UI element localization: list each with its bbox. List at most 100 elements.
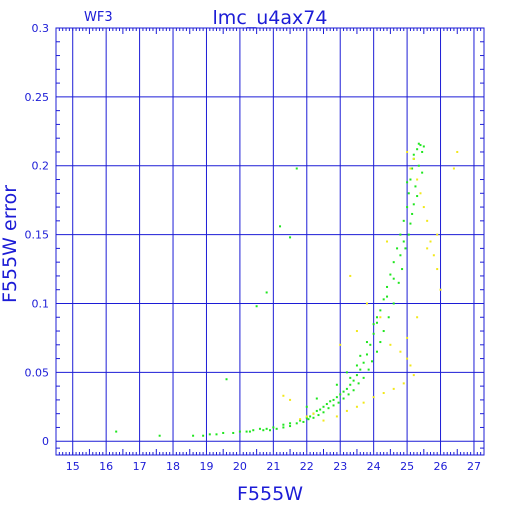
data-point-green [299, 419, 302, 422]
data-point-yellow [436, 233, 439, 236]
data-point-yellow [289, 398, 292, 401]
data-point-yellow [382, 392, 385, 395]
data-point-green [305, 416, 308, 419]
data-point-green [362, 376, 365, 379]
data-point-green [382, 330, 385, 333]
data-point-yellow [386, 240, 389, 243]
data-point-green [411, 212, 414, 215]
data-point-green [389, 273, 392, 276]
data-point-green [414, 185, 417, 188]
data-point-green [417, 164, 420, 167]
data-point-yellow [389, 343, 392, 346]
data-point-green [421, 150, 424, 153]
data-point-green [404, 247, 407, 250]
data-point-yellow [339, 343, 342, 346]
x-tick-label: 17 [133, 460, 147, 473]
data-point-green [279, 225, 282, 228]
data-point-green [302, 420, 305, 423]
data-point-green [372, 323, 375, 326]
plot-frame [55, 27, 485, 456]
data-point-yellow [436, 268, 439, 271]
data-point-yellow [419, 192, 422, 195]
data-point-green [289, 422, 292, 425]
data-point-yellow [379, 316, 382, 319]
data-point-green [215, 433, 218, 436]
data-point-yellow [409, 364, 412, 367]
y-tick-label: 0.3 [32, 22, 50, 35]
data-point-green [407, 192, 410, 195]
data-point-green [365, 353, 368, 356]
data-point-green [269, 429, 271, 432]
data-point-green [345, 387, 348, 390]
data-point-green [419, 144, 422, 147]
data-point-green [416, 148, 419, 151]
data-point-green [352, 389, 355, 392]
data-point-green [372, 332, 375, 335]
data-point-green [382, 298, 385, 301]
x-tick-label: 26 [434, 460, 448, 473]
tick-marks [55, 28, 485, 455]
data-point-yellow [299, 418, 302, 421]
data-point-green [376, 321, 378, 324]
grid-lines [56, 27, 484, 455]
data-point-yellow [355, 405, 358, 408]
data-point-yellow [399, 350, 402, 353]
data-point-green [349, 376, 352, 379]
data-point-yellow [355, 330, 358, 333]
data-point-green [295, 422, 298, 425]
data-point-yellow [456, 150, 459, 153]
data-point-yellow [412, 374, 415, 377]
data-point-green [317, 414, 320, 417]
data-point-green [319, 408, 322, 411]
data-point-green [282, 423, 285, 426]
data-point-green [312, 416, 315, 419]
data-point-green [376, 316, 378, 319]
data-point-green [289, 425, 292, 428]
y-axis-label: F555W error [0, 185, 21, 303]
data-point-yellow [406, 150, 409, 153]
data-point-yellow [416, 178, 419, 181]
data-point-green [355, 374, 358, 377]
data-point-green [402, 219, 405, 222]
data-point-yellow [372, 396, 375, 399]
data-point-green [309, 415, 312, 418]
data-point-yellow [416, 316, 419, 319]
data-point-green [232, 431, 235, 434]
x-tick-label: 20 [233, 460, 247, 473]
data-point-green [412, 153, 415, 156]
data-point-green [406, 206, 409, 209]
x-tick-label: 19 [199, 460, 213, 473]
data-point-green [335, 396, 338, 399]
data-point-green [322, 411, 325, 414]
data-point-yellow [282, 394, 285, 397]
data-point-yellow [429, 240, 432, 243]
data-point-green [192, 434, 195, 437]
data-point-green [337, 401, 340, 404]
data-point-green [349, 383, 352, 386]
data-point-green [282, 426, 285, 429]
data-point-yellow [349, 274, 352, 277]
data-point-yellow [365, 302, 368, 305]
x-tick-label: 23 [333, 460, 347, 473]
data-point-green [307, 418, 310, 421]
data-point-green [387, 316, 390, 319]
data-point-green [359, 354, 362, 357]
data-point-green [208, 433, 211, 436]
data-point-green [315, 397, 318, 400]
data-point-yellow [392, 387, 395, 390]
data-point-green [305, 405, 308, 408]
x-tick-label: 25 [400, 460, 414, 473]
data-point-green [329, 400, 332, 403]
data-point-yellow [422, 206, 425, 209]
x-axis-label: F555W [237, 483, 303, 505]
data-point-green [225, 378, 228, 381]
chart-title: lmc_u4ax74 [213, 7, 328, 29]
x-tick-label: 15 [66, 460, 80, 473]
data-point-yellow [452, 167, 455, 170]
x-tick-label: 22 [300, 460, 314, 473]
data-point-green [365, 341, 368, 344]
x-tick-label: 27 [467, 460, 481, 473]
x-tick-label: 16 [99, 460, 113, 473]
data-point-green [322, 405, 325, 408]
